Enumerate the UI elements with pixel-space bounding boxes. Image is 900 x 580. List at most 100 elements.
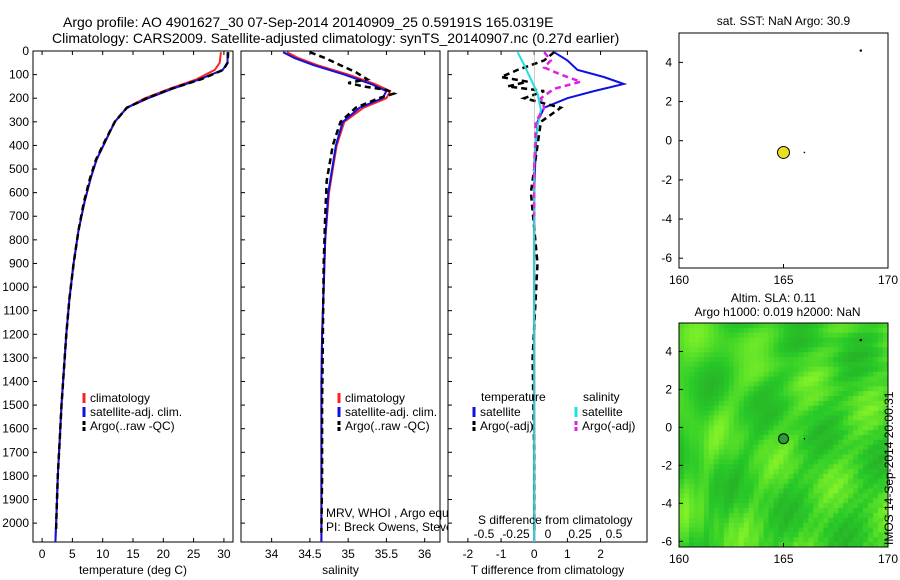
heatmap-cell — [698, 386, 705, 392]
heatmap-cell — [708, 483, 715, 489]
heatmap-cell — [683, 508, 690, 514]
heatmap-cell — [778, 454, 784, 460]
heatmap-cell — [743, 527, 750, 533]
heatmap-cell — [823, 527, 829, 533]
heatmap-cell — [713, 508, 720, 514]
heatmap-cell — [758, 376, 764, 382]
heatmap-cell — [863, 430, 869, 436]
heatmap-cell — [768, 527, 774, 533]
heatmap-cell — [818, 376, 824, 382]
heatmap-cell — [703, 357, 710, 363]
heatmap-cell — [798, 410, 804, 416]
heatmap-cell — [748, 347, 755, 353]
heatmap-cell — [758, 542, 764, 548]
heatmap-cell — [878, 488, 884, 494]
heatmap-cell — [698, 522, 705, 528]
heatmap-cell — [683, 337, 690, 343]
heatmap-cell — [698, 542, 705, 548]
heatmap-cell — [738, 542, 745, 548]
heatmap-cell — [808, 478, 814, 485]
heatmap-cell — [868, 371, 874, 377]
heatmap-cell — [808, 439, 814, 446]
heatmap-cell — [708, 498, 715, 504]
heatmap-cell — [703, 508, 710, 514]
heatmap-cell — [793, 391, 799, 397]
heatmap-cell — [679, 337, 685, 343]
heatmap-cell — [833, 371, 839, 377]
heatmap-cell — [718, 327, 725, 334]
heatmap-cell — [768, 357, 774, 363]
heatmap-cell — [728, 478, 735, 485]
heatmap-cell — [679, 366, 685, 373]
heatmap-cell — [748, 493, 755, 499]
heatmap-cell — [798, 430, 804, 436]
heatmap-cell — [688, 478, 695, 485]
heatmap-cell — [753, 439, 760, 446]
heatmap-cell — [878, 464, 884, 470]
heatmap-cell — [688, 323, 695, 329]
heatmap-cell — [883, 376, 889, 382]
heatmap-cell — [743, 361, 750, 368]
heatmap-cell — [813, 342, 819, 348]
heatmap-cell — [683, 435, 690, 441]
heatmap-cell — [808, 337, 814, 343]
heatmap-cell — [703, 503, 710, 509]
heatmap-cell — [798, 391, 804, 397]
heatmap-cell — [723, 327, 730, 334]
heatmap-cell — [848, 542, 854, 548]
heatmap-cell — [868, 391, 874, 397]
heatmap-cell — [688, 483, 695, 489]
heatmap-cell — [698, 478, 705, 485]
heatmap-cell — [788, 473, 794, 480]
heatmap-cell — [843, 327, 849, 334]
heatmap-cell — [743, 435, 750, 441]
y-tick-label: -6 — [661, 534, 672, 548]
heatmap-cell — [713, 522, 720, 528]
heatmap-cell — [863, 366, 869, 373]
heatmap-cell — [808, 522, 814, 528]
heatmap-cell — [843, 512, 849, 519]
heatmap-cell — [683, 400, 690, 407]
heatmap-cell — [758, 352, 764, 358]
heatmap-cell — [838, 400, 844, 407]
heatmap-cell — [758, 488, 764, 494]
heatmap-cell — [868, 376, 874, 382]
heatmap-cell — [698, 366, 705, 373]
heatmap-cell — [693, 527, 700, 533]
heatmap-cell — [718, 493, 725, 499]
heatmap-cell — [728, 361, 735, 368]
heatmap-cell — [813, 464, 819, 470]
heatmap-cell — [758, 439, 764, 446]
heatmap-cell — [833, 381, 839, 387]
heatmap-cell — [878, 503, 884, 509]
heatmap-cell — [838, 512, 844, 519]
heatmap-cell — [718, 430, 725, 436]
heatmap-cell — [833, 435, 839, 441]
heatmap-cell — [858, 532, 864, 538]
heatmap-cell — [808, 386, 814, 392]
heatmap-cell — [738, 503, 745, 509]
heatmap-cell — [743, 323, 750, 329]
heatmap-cell — [683, 381, 690, 387]
heatmap-cell — [823, 366, 829, 373]
heatmap-cell — [698, 400, 705, 407]
y-tick-label: 700 — [9, 209, 29, 223]
heatmap-cell — [748, 323, 755, 329]
heatmap-cell — [883, 483, 889, 489]
heatmap-cell — [758, 435, 764, 441]
heatmap-cell — [873, 527, 879, 533]
heatmap-cell — [679, 386, 685, 392]
heatmap-cell — [773, 415, 779, 421]
heatmap-cell — [833, 464, 839, 470]
heatmap-cell — [828, 352, 834, 358]
heatmap-cell — [693, 376, 700, 382]
heatmap-cell — [768, 488, 774, 494]
heatmap-cell — [763, 361, 769, 368]
secondary-axis-label: S difference from climatology — [478, 513, 633, 527]
heatmap-cell — [793, 459, 799, 465]
heatmap-cell — [728, 532, 735, 538]
heatmap-cell — [823, 537, 829, 543]
heatmap-cell — [808, 537, 814, 543]
heatmap-cell — [768, 415, 774, 421]
heatmap-cell — [748, 527, 755, 533]
